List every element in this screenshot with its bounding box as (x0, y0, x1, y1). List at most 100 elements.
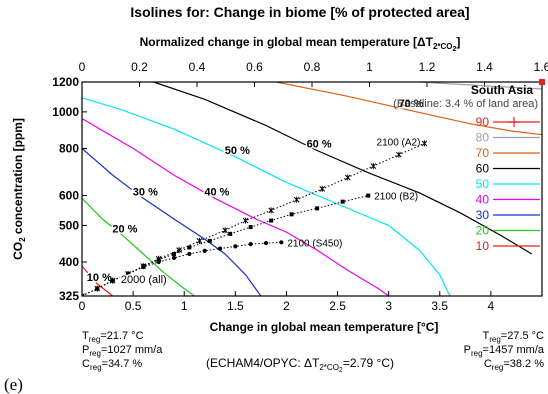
panel-label: (e) (4, 375, 23, 394)
svg-text:Preg=1027 mm/a: Preg=1027 mm/a (82, 344, 163, 358)
scenario-label: 2100 (S450) (287, 238, 342, 249)
scenario-point (289, 212, 294, 217)
x-tick-label: 1.5 (227, 299, 244, 313)
top-tick-label: 0.8 (304, 60, 321, 74)
y-tick-label: 400 (59, 255, 79, 269)
x-tick-label: 4 (488, 299, 495, 313)
svg-text:Treg=21.7 °C: Treg=21.7 °C (82, 330, 144, 344)
scenario-point (125, 271, 131, 276)
top-tick-label: 0.4 (189, 60, 206, 74)
model-note: (ECHAM4/OPYC: ΔT2*CO2=2.79 °C) (206, 356, 394, 374)
scenario-paths (82, 140, 428, 296)
isoline-20 (82, 197, 195, 296)
scenario-point (233, 244, 238, 249)
top-tick-label: 1 (366, 60, 373, 74)
y-tick-label: 325 (59, 289, 79, 303)
x-axis-label: Change in global mean temperature [°C] (210, 320, 439, 334)
legend-label: 70 (476, 146, 490, 160)
scenario-point (319, 185, 326, 192)
scenario-point (279, 240, 284, 245)
scenario-label: 2100 (B2) (374, 192, 418, 203)
top-tick-label: 0.6 (246, 60, 263, 74)
legend-label: 10 (476, 239, 490, 253)
scenario-start-label: 2000 (all) (121, 274, 167, 286)
isoline-label-20: 20 % (112, 224, 137, 236)
scenario-point (293, 196, 300, 203)
right-climate-info: Treg=27.5 °C Preg=1457 mm/a Creg=38.2 % (464, 330, 545, 372)
x-tick-label: 2 (283, 299, 290, 313)
isoline-label-70: 70 % (399, 98, 424, 110)
x-tick-label: 0 (79, 299, 86, 313)
scenario-point (196, 237, 203, 244)
legend-label: 80 (476, 131, 490, 145)
scenario-point (228, 231, 233, 236)
svg-text:Creg=34.7 %: Creg=34.7 % (82, 358, 142, 372)
x-tick-label: 2.5 (329, 299, 346, 313)
scenario-point (95, 286, 100, 291)
scenario-point (248, 225, 253, 230)
isoline-labels: 10 % 20 % 30 % 40 % 50 % 60 % 70 % (85, 97, 425, 286)
top-tick-label: 1.4 (476, 60, 493, 74)
corner-marker (539, 79, 545, 85)
isoline-label-50: 50 % (225, 145, 250, 157)
scenario-point (202, 248, 207, 253)
isoline-40 (82, 118, 390, 296)
y-tick-label: 1200 (52, 75, 79, 89)
scenario-line-2 (82, 241, 282, 296)
scenario-point (187, 245, 192, 250)
isoline-label-30: 30 % (133, 186, 158, 198)
scenario-point (156, 259, 161, 265)
scenario-point (269, 218, 274, 223)
scenario-labels: 2100 (A2) 2100 (B2) 2100 (S450) 2000 (all) (119, 137, 421, 287)
scenario-point (141, 264, 146, 270)
scenario-point (222, 227, 228, 234)
scenario-point (396, 151, 402, 158)
x-tick-label: 0.5 (125, 299, 142, 313)
legend-label: 20 (476, 224, 490, 238)
isoline-30 (82, 147, 262, 296)
top-tick-label: 0 (79, 60, 86, 74)
scenario-point (110, 278, 115, 283)
scenario-point (370, 163, 377, 170)
plot-frame (81, 81, 543, 297)
scenario-point (268, 207, 274, 214)
scenario-point (263, 240, 269, 246)
isoline-label-10: 10 % (87, 272, 112, 284)
y-axis-ticks: 325 400 500 600 800 1000 1200 (52, 75, 87, 303)
baseline-label: (Baseline: 3.4 % of land area) (393, 98, 538, 110)
isoline-label-60: 60 % (307, 138, 332, 150)
isoline-60 (153, 82, 533, 255)
scenario-point (421, 140, 428, 147)
y-tick-label: 600 (59, 189, 79, 203)
svg-text:Creg=38.2 %: Creg=38.2 % (484, 358, 544, 372)
scenario-point (340, 199, 345, 204)
top-tick-label: 1.6 (534, 60, 548, 74)
isoline-70 (276, 82, 542, 136)
scenario-point (248, 242, 253, 247)
chart-title: Isolines for: Change in biome [% of prot… (130, 4, 469, 20)
legend-label: 50 (476, 177, 490, 191)
isoline-10 (82, 265, 114, 296)
isoline-80 (419, 82, 542, 90)
y-tick-label: 500 (59, 218, 79, 232)
scenario-point (217, 246, 223, 251)
x-axis-ticks: 0 0.5 1 1.5 2 2.5 3 3.5 4 (79, 291, 495, 313)
y-tick-label: 1000 (52, 105, 79, 119)
region-label: South Asia (471, 83, 534, 97)
scenario-point (176, 247, 182, 254)
scenario-point (171, 255, 177, 261)
scenario-point (172, 251, 176, 256)
top-axis-label: Normalized change in global mean tempera… (140, 35, 461, 53)
x-tick-label: 1 (181, 299, 188, 313)
legend-label: 30 (476, 208, 490, 222)
y-tick-label: 800 (59, 141, 79, 155)
isoline-label-40: 40 % (204, 186, 229, 198)
x-tick-label: 3.5 (431, 299, 448, 313)
scenario-point (366, 193, 371, 198)
top-axis-ticks: 0 0.2 0.4 0.6 0.8 1 1.2 1.4 1.6 (79, 60, 548, 87)
legend-label: 40 (476, 193, 490, 207)
scenario-label: 2100 (A2) (377, 137, 421, 148)
scenario-point (242, 217, 249, 224)
